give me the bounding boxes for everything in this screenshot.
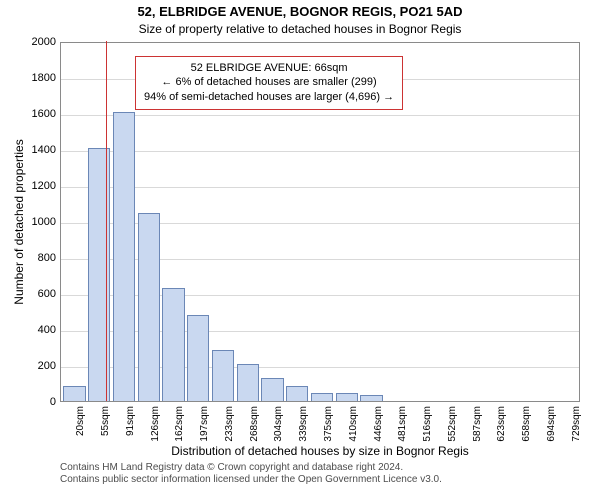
x-tick-label: 126sqm (150, 406, 161, 446)
histogram-bar (336, 393, 358, 401)
y-tick-label: 200 (20, 360, 56, 372)
histogram-bar (138, 213, 160, 401)
footer-attribution: Contains HM Land Registry data © Crown c… (60, 462, 580, 486)
gridline (61, 187, 579, 188)
x-tick-label: 20sqm (75, 406, 86, 446)
x-tick-label: 304sqm (273, 406, 284, 446)
annotation-line-2: ← 6% of detached houses are smaller (299… (144, 75, 394, 90)
x-tick-label: 339sqm (298, 406, 309, 446)
annotation-line-3: 94% of semi-detached houses are larger (… (144, 90, 394, 105)
x-tick-label: 268sqm (249, 406, 260, 446)
annotation-line-1: 52 ELBRIDGE AVENUE: 66sqm (144, 61, 394, 76)
y-tick-label: 1600 (20, 108, 56, 120)
annotation-box: 52 ELBRIDGE AVENUE: 66sqm← 6% of detache… (135, 56, 403, 111)
histogram-bar (286, 386, 308, 401)
x-tick-label: 375sqm (323, 406, 334, 446)
x-tick-label: 623sqm (496, 406, 507, 446)
x-tick-label: 587sqm (472, 406, 483, 446)
x-tick-label: 233sqm (224, 406, 235, 446)
y-tick-label: 800 (20, 252, 56, 264)
chart-title-sub: Size of property relative to detached ho… (0, 22, 600, 36)
gridline (61, 151, 579, 152)
x-tick-label: 516sqm (422, 406, 433, 446)
y-tick-label: 400 (20, 324, 56, 336)
reference-line (106, 41, 107, 401)
histogram-bar (261, 378, 283, 401)
x-tick-label: 658sqm (521, 406, 532, 446)
x-tick-label: 91sqm (125, 406, 136, 446)
histogram-bar (63, 386, 85, 401)
x-tick-label: 481sqm (397, 406, 408, 446)
x-tick-label: 446sqm (373, 406, 384, 446)
y-tick-label: 1200 (20, 180, 56, 192)
y-tick-label: 1400 (20, 144, 56, 156)
x-tick-label: 197sqm (199, 406, 210, 446)
gridline (61, 115, 579, 116)
histogram-bar (162, 288, 184, 401)
x-tick-label: 55sqm (100, 406, 111, 446)
x-tick-label: 552sqm (447, 406, 458, 446)
footer-line-1: Contains HM Land Registry data © Crown c… (60, 462, 580, 474)
y-tick-label: 600 (20, 288, 56, 300)
histogram-bar (212, 350, 234, 401)
histogram-bar (360, 395, 382, 401)
x-tick-label: 410sqm (348, 406, 359, 446)
x-axis-label: Distribution of detached houses by size … (60, 444, 580, 458)
histogram-bar (187, 315, 209, 401)
histogram-bar (237, 364, 259, 401)
y-tick-label: 1000 (20, 216, 56, 228)
y-tick-label: 1800 (20, 72, 56, 84)
histogram-bar (88, 148, 110, 401)
y-tick-label: 0 (20, 396, 56, 408)
figure-container: { "chart": { "type": "histogram", "title… (0, 0, 600, 500)
x-tick-label: 729sqm (571, 406, 582, 446)
histogram-bar (311, 393, 333, 401)
x-tick-label: 162sqm (174, 406, 185, 446)
chart-title-main: 52, ELBRIDGE AVENUE, BOGNOR REGIS, PO21 … (0, 4, 600, 19)
histogram-bar (113, 112, 135, 401)
footer-line-2: Contains public sector information licen… (60, 474, 580, 486)
y-tick-label: 2000 (20, 36, 56, 48)
x-tick-label: 694sqm (546, 406, 557, 446)
plot-area: 52 ELBRIDGE AVENUE: 66sqm← 6% of detache… (60, 42, 580, 402)
